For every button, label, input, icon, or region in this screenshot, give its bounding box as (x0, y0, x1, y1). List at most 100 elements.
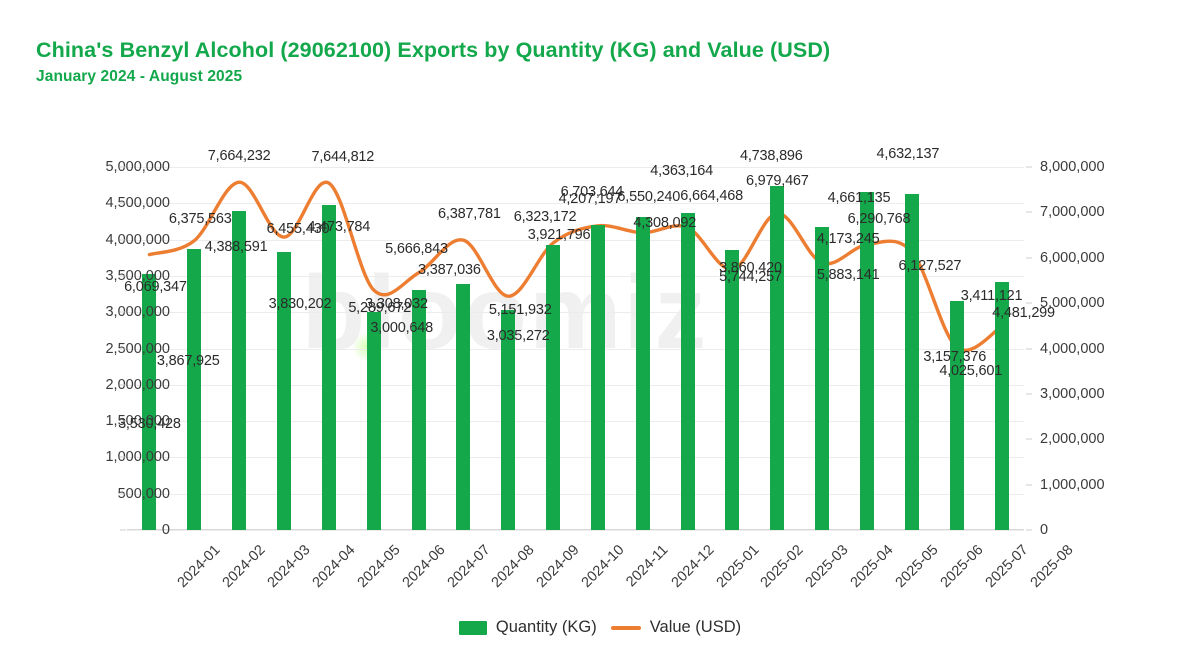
bar-2024-07[interactable] (411, 289, 426, 530)
bar-2024-10[interactable] (546, 245, 561, 530)
quantity-label-2024-06: 3,000,648 (370, 320, 434, 337)
bar-2024-02[interactable] (187, 249, 202, 530)
value-label-2024-07: 5,666,843 (385, 240, 448, 257)
x-axis-label-2024-02: 2024-02 (219, 542, 269, 591)
y-axis-right-tickmark (1026, 529, 1032, 531)
quantity-label-2024-11: 4,207,197 (558, 190, 622, 207)
gridline (127, 167, 1024, 168)
bar-2024-05[interactable] (321, 205, 336, 530)
value-label-2024-02: 6,375,563 (168, 210, 232, 227)
y-axis-left-tickmark (120, 384, 126, 386)
gridline (127, 457, 1024, 459)
line-swatch-icon (610, 625, 641, 630)
bar-2025-08[interactable] (994, 282, 1009, 530)
quantity-label-2024-10: 3,921,796 (527, 227, 591, 244)
value-label-2025-01: 6,664,468 (680, 187, 743, 204)
bar-2024-11[interactable] (590, 224, 605, 530)
value-label-2025-03: 6,979,467 (745, 173, 809, 190)
y-axis-right-tick: 7,000,000 (1040, 204, 1105, 221)
x-axis-label-2025-05: 2025-05 (892, 542, 942, 591)
x-axis-label-2024-10: 2024-10 (578, 542, 628, 591)
x-axis-label-2024-07: 2024-07 (444, 542, 494, 591)
x-axis-label-2024-05: 2024-05 (354, 542, 404, 591)
bar-2024-03[interactable] (232, 211, 247, 530)
value-label-2024-01: 6,069,347 (124, 278, 187, 295)
value-label-2025-04: 5,883,141 (816, 267, 880, 284)
y-axis-right-tickmark (1026, 348, 1032, 349)
y-axis-left-tickmark (120, 202, 126, 204)
bar-2025-02[interactable] (725, 249, 740, 530)
quantity-label-2024-05: 4,473,784 (307, 219, 371, 236)
bar-2025-06[interactable] (904, 193, 919, 530)
y-axis-left-tickmark (120, 529, 126, 531)
value-label-2024-09: 5,151,932 (488, 302, 552, 319)
quantity-label-2025-05: 4,661,135 (827, 189, 891, 206)
value-label-2024-06: 5,289,672 (348, 299, 412, 316)
x-axis-label-2025-04: 2025-04 (847, 542, 897, 591)
y-axis-left-tickmark (120, 493, 126, 495)
x-axis-label-2024-01: 2024-01 (175, 542, 224, 591)
legend-label-value: Value (USD) (649, 618, 742, 636)
y-axis-left-tickmark (120, 275, 126, 277)
chart-legend: Quantity (KG) Value (USD) (0, 618, 1200, 637)
bar-2024-01[interactable] (142, 273, 157, 530)
quantity-label-2025-02: 3,860,420 (719, 259, 782, 276)
legend-label-quantity: Quantity (KG) (495, 618, 597, 636)
y-axis-left-tickmark (120, 456, 126, 458)
legend-item-quantity[interactable]: Quantity (KG) (458, 618, 597, 637)
bar-2024-12[interactable] (635, 217, 650, 530)
gridline (127, 275, 1024, 277)
x-axis-label-2025-01: 2025-01 (713, 542, 763, 591)
y-axis-left-tick: 4,500,000 (105, 195, 170, 212)
x-axis-label-2025-07: 2025-07 (982, 542, 1032, 591)
value-label-2024-11: 6,703,644 (560, 183, 624, 200)
quantity-label-2024-03: 4,388,591 (204, 239, 268, 256)
x-axis-label-2024-03: 2024-03 (264, 542, 314, 591)
bar-2024-06[interactable] (366, 312, 381, 530)
gridline (127, 348, 1024, 350)
x-axis-label-2025-06: 2025-06 (937, 542, 987, 591)
y-axis-right-tick: 8,000,000 (1040, 159, 1105, 175)
chart-title: China's Benzyl Alcohol (29062100) Export… (36, 38, 831, 62)
y-axis-right-tick: 1,000,000 (1040, 476, 1105, 493)
value-label-2025-07: 4,025,601 (939, 363, 1003, 380)
bar-2025-03[interactable] (770, 185, 785, 530)
gridline (127, 493, 1024, 495)
y-axis-right-tick: 2,000,000 (1040, 431, 1105, 448)
y-axis-left-tick: 500,000 (117, 485, 170, 502)
y-axis-left-tickmark (120, 239, 126, 241)
gridline (127, 421, 1024, 423)
value-label-2025-08: 4,481,299 (992, 304, 1055, 321)
y-axis-left-tick: 3,000,000 (105, 304, 170, 321)
y-axis-left-tick: 5,000,000 (105, 159, 170, 175)
bar-2025-01[interactable] (680, 213, 695, 530)
bar-2025-07[interactable] (949, 300, 964, 530)
value-label-2024-12: 6,550,240 (617, 188, 681, 205)
gridline (127, 384, 1024, 386)
quantity-label-2025-04: 4,173,245 (816, 231, 880, 248)
quantity-label-2024-12: 4,308,092 (633, 215, 697, 232)
y-axis-left-tick: 1,500,000 (105, 413, 170, 430)
y-axis-left-tick: 1,000,000 (105, 449, 170, 466)
quantity-label-2025-08: 3,411,121 (960, 288, 1023, 305)
y-axis-left-tickmark (120, 348, 126, 349)
gridline (127, 530, 1024, 531)
legend-item-value[interactable]: Value (USD) (610, 618, 742, 637)
y-axis-right-tickmark (1026, 257, 1032, 259)
bar-2024-08[interactable] (456, 284, 471, 530)
bar-swatch-icon (458, 620, 487, 635)
quantity-label-2024-02: 3,867,925 (156, 353, 220, 370)
value-label-2025-02: 5,744,257 (719, 269, 782, 286)
bar-2025-05[interactable] (860, 191, 875, 530)
x-axis-label-2024-06: 2024-06 (399, 542, 449, 591)
bar-2024-09[interactable] (501, 309, 516, 530)
y-axis-right-tickmark (1026, 166, 1032, 168)
y-axis-right-tick: 0 (1040, 522, 1049, 538)
bar-2025-04[interactable] (815, 227, 830, 530)
quantity-label-2025-01: 4,363,164 (650, 163, 713, 180)
x-axis-label-2024-12: 2024-12 (668, 542, 718, 591)
bar-2024-04[interactable] (276, 251, 291, 530)
y-axis-left-tick: 0 (161, 522, 170, 538)
y-axis-right-tick: 4,000,000 (1040, 340, 1105, 357)
